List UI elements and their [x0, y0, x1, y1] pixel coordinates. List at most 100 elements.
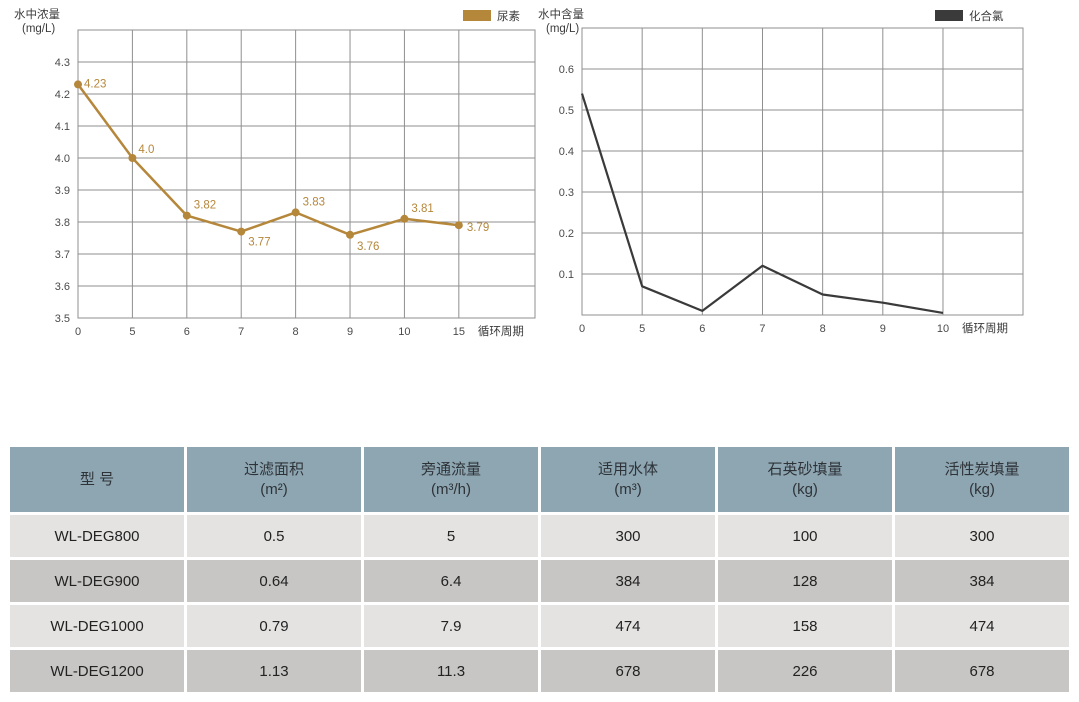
- header-unit: (kg): [792, 480, 818, 498]
- value-cell: 300: [895, 515, 1069, 557]
- data-point-marker: [454, 221, 463, 230]
- y-axis-unit: (mg/L): [546, 23, 579, 35]
- legend-swatch: [935, 10, 963, 21]
- y-axis-tick-label: 3.8: [55, 217, 70, 229]
- data-point-marker: [346, 230, 355, 239]
- table-header-cell: 活性炭填量 (kg): [895, 447, 1069, 512]
- table-header-cell: 旁通流量 (m³/h): [364, 447, 538, 512]
- y-axis-unit: (mg/L): [22, 23, 55, 35]
- header-unit: (m²): [260, 480, 288, 498]
- header-label: 过滤面积: [243, 461, 304, 478]
- value-cell: 1.13: [187, 650, 361, 692]
- x-axis-tick-label: 0: [75, 326, 81, 338]
- value-cell: 128: [718, 560, 892, 602]
- x-axis-tick-label: 9: [880, 323, 886, 335]
- y-axis-tick-label: 3.6: [55, 281, 70, 293]
- model-cell: WL-DEG800: [10, 515, 184, 557]
- x-axis-tick-label: 10: [937, 323, 949, 335]
- y-axis-tick-label: 0.6: [559, 64, 574, 76]
- y-axis-title: 水中含量: [538, 7, 584, 21]
- x-axis-tick-label: 0: [579, 323, 585, 335]
- data-point-label: 3.79: [467, 222, 489, 234]
- y-axis-tick-label: 0.1: [559, 269, 574, 281]
- y-axis-title: 水中浓量: [14, 8, 60, 21]
- value-cell: 226: [718, 650, 892, 692]
- value-cell: 5: [364, 515, 538, 557]
- value-cell: 474: [541, 605, 715, 647]
- x-axis-tick-label: 9: [347, 326, 353, 338]
- y-axis-tick-label: 3.5: [55, 313, 70, 325]
- x-axis-tick-label: 6: [184, 326, 190, 338]
- data-point-marker: [400, 214, 409, 223]
- x-axis-tick-label: 8: [820, 323, 826, 335]
- value-cell: 158: [718, 605, 892, 647]
- plot-border: [581, 27, 1024, 316]
- product-spec-table: 型 号过滤面积 (m²) 旁通流量 (m³/h) 适用水体 (m³) 石英砂填量 (kg) 活性…: [10, 447, 1069, 692]
- data-point-marker: [128, 154, 137, 162]
- value-cell: 100: [718, 515, 892, 557]
- y-axis-tick-label: 4.1: [55, 121, 70, 133]
- x-axis-tick-label: 6: [699, 323, 705, 335]
- table-header-cell: 过滤面积 (m²): [187, 447, 361, 512]
- value-cell: 11.3: [364, 650, 538, 692]
- y-axis-tick-label: 4.3: [55, 57, 70, 69]
- data-point-marker: [182, 211, 191, 220]
- y-axis-tick-label: 0.5: [559, 105, 574, 117]
- chlorine-line-chart: 0.1 0.2 0.3 0.4 0.5 0.6 0 5 6 7 8 9 10 水中含量 (mg/L) 循环周期…: [538, 7, 1024, 335]
- header-label: 旁通流量: [420, 461, 481, 478]
- table-header-cell: 型 号: [10, 447, 184, 512]
- y-axis-tick-label: 0.4: [559, 146, 574, 158]
- value-cell: 300: [541, 515, 715, 557]
- y-axis-tick-label: 4.0: [55, 153, 70, 165]
- data-line: [580, 93, 944, 315]
- data-point-label: 3.76: [357, 241, 379, 253]
- header-unit: (m³/h): [431, 480, 471, 498]
- value-cell: 7.9: [364, 605, 538, 647]
- x-axis-tick-label: 5: [639, 323, 645, 335]
- header-label: 石英砂填量: [767, 461, 843, 478]
- y-axis-tick-label: 3.7: [55, 249, 70, 261]
- value-cell: 384: [541, 560, 715, 602]
- data-point-label: 3.83: [303, 196, 325, 208]
- y-axis-tick-label: 0.2: [559, 228, 574, 240]
- header-unit: (m³): [614, 480, 642, 498]
- x-axis-tick-label: 10: [398, 326, 410, 338]
- plot-border: [77, 29, 536, 319]
- y-axis-tick-label: 4.2: [55, 89, 70, 101]
- x-axis-tick-label: 8: [293, 326, 299, 338]
- x-axis-tick-label: 5: [129, 326, 135, 338]
- urea-line-chart: 3.5 3.6 3.7 3.8 3.9 4.0 4.1 4.2 4.3 0 5 6 7 8 9 10 15 4.2…: [14, 8, 536, 338]
- x-axis-title: 循环周期: [478, 325, 524, 338]
- data-point-label: 4.23: [84, 78, 106, 90]
- y-axis-tick-label: 0.3: [559, 187, 574, 199]
- value-cell: 0.64: [187, 560, 361, 602]
- value-cell: 678: [541, 650, 715, 692]
- x-axis-tick-label: 7: [759, 323, 765, 335]
- value-cell: 0.79: [187, 605, 361, 647]
- x-axis-tick-label: 7: [238, 326, 244, 338]
- legend-label: 尿素: [497, 10, 520, 23]
- data-point-marker: [291, 208, 300, 217]
- value-cell: 678: [895, 650, 1069, 692]
- model-cell: WL-DEG1000: [10, 605, 184, 647]
- header-label: 适用水体: [597, 461, 658, 478]
- data-point-label: 3.77: [248, 237, 270, 249]
- header-label: 活性炭填量: [944, 461, 1020, 478]
- table-header-cell: 适用水体 (m³): [541, 447, 715, 512]
- header-unit: (kg): [969, 480, 995, 498]
- data-point-marker: [237, 227, 246, 236]
- y-axis-tick-label: 3.9: [55, 185, 70, 197]
- model-cell: WL-DEG1200: [10, 650, 184, 692]
- table-header-cell: 石英砂填量 (kg): [718, 447, 892, 512]
- data-point-label: 3.81: [411, 203, 433, 215]
- header-label: 型 号: [79, 470, 115, 488]
- legend-swatch: [463, 10, 491, 21]
- data-point-label: 4.0: [138, 144, 154, 156]
- value-cell: 384: [895, 560, 1069, 602]
- x-axis-tick-label: 15: [453, 326, 465, 338]
- value-cell: 0.5: [187, 515, 361, 557]
- legend-label: 化合氯: [969, 9, 1004, 23]
- data-point-marker: [74, 80, 82, 89]
- value-cell: 474: [895, 605, 1069, 647]
